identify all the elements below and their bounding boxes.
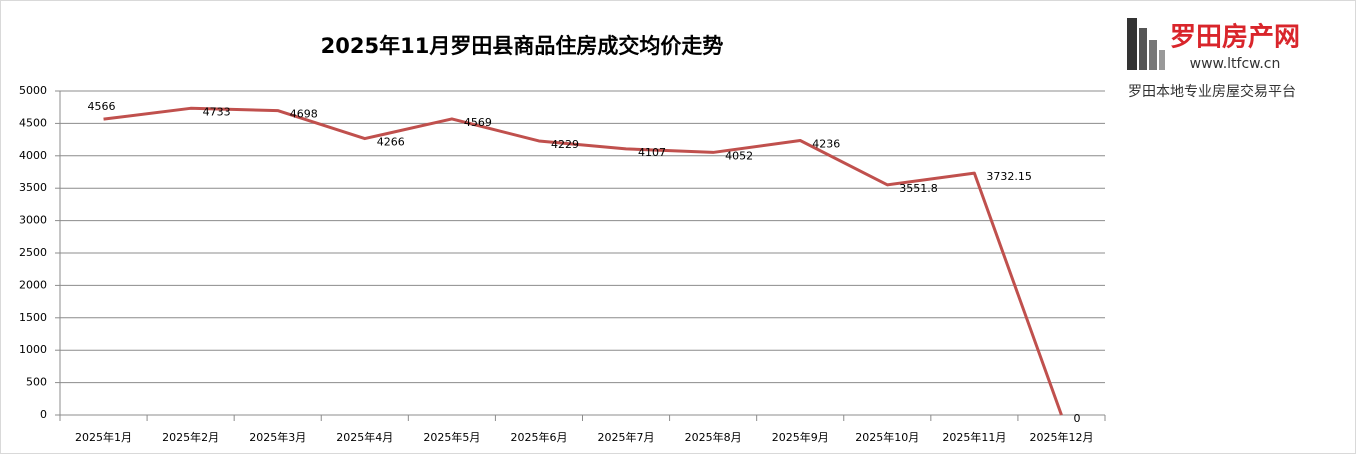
x-tick-label: 2025年2月: [162, 430, 219, 444]
x-tick-label: 2025年4月: [336, 430, 393, 444]
x-tick-label: 2025年8月: [685, 430, 742, 444]
y-tick-label: 1500: [19, 311, 47, 324]
data-label: 3551.8: [899, 182, 938, 195]
y-tick-label: 500: [26, 376, 47, 389]
y-tick-label: 2000: [19, 278, 47, 291]
x-tick-label: 2025年1月: [75, 430, 132, 444]
data-line: [103, 106, 1063, 416]
data-label: 4107: [638, 146, 666, 159]
y-tick-label: 3500: [19, 181, 47, 194]
data-label: 0: [1073, 412, 1080, 425]
y-tick-label: 4500: [19, 116, 47, 129]
y-tick-label: 4000: [19, 149, 47, 162]
x-tick-label: 2025年7月: [598, 430, 655, 444]
y-tick-label: 1000: [19, 343, 47, 356]
x-tick-label: 2025年6月: [510, 430, 567, 444]
x-tick-label: 2025年10月: [855, 430, 919, 444]
y-tick-label: 3000: [19, 214, 47, 227]
data-label: 4569: [464, 116, 492, 129]
data-label: 4052: [725, 149, 753, 162]
data-label: 4698: [290, 108, 318, 121]
data-label: 4229: [551, 138, 579, 151]
logo-icon: [1127, 18, 1165, 70]
x-tick-label: 2025年3月: [249, 430, 306, 444]
data-label: 4236: [812, 138, 840, 151]
data-label: 4733: [203, 105, 231, 118]
x-tick-label: 2025年9月: [772, 430, 829, 444]
logo-name: 罗田房产网: [1170, 23, 1300, 53]
logo-url: www.ltfcw.cn: [1190, 56, 1281, 72]
data-label: 4566: [88, 100, 116, 113]
data-label: 4266: [377, 136, 405, 149]
chart-title: 2025年11月罗田县商品住房成交均价走势: [321, 34, 724, 58]
logo-slogan: 罗田本地专业房屋交易平台: [1128, 83, 1296, 100]
data-label: 3732.15: [986, 170, 1032, 183]
x-tick-label: 2025年12月: [1029, 430, 1093, 444]
y-tick-label: 0: [40, 408, 47, 421]
y-tick-label: 2500: [19, 246, 47, 259]
x-tick-label: 2025年5月: [423, 430, 480, 444]
y-tick-label: 5000: [19, 84, 47, 97]
x-tick-label: 2025年11月: [942, 430, 1006, 444]
